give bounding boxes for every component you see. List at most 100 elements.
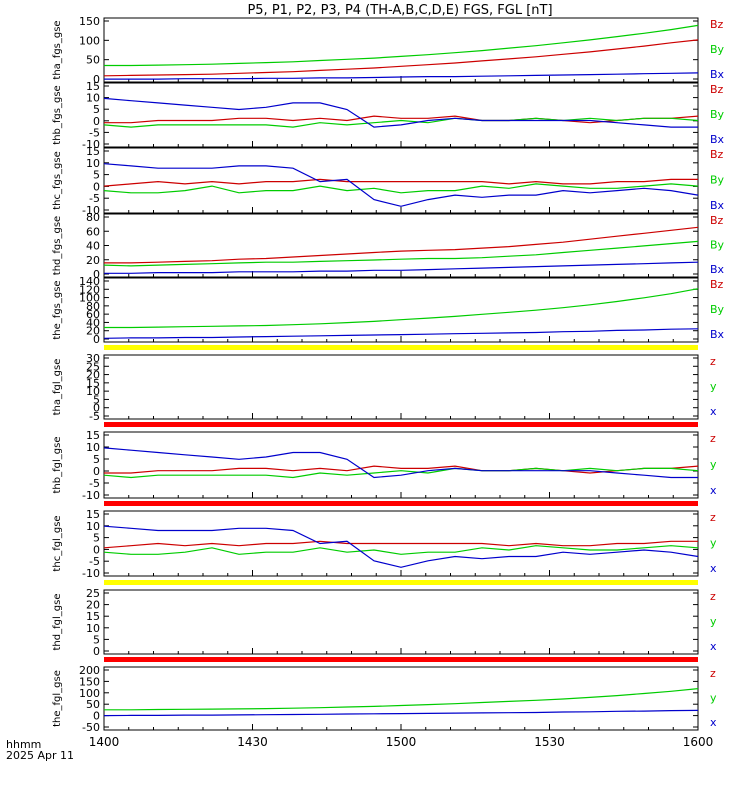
data-availability-bar [104,501,698,506]
ytick-label: 50 [86,698,100,711]
panel-tha_fgs_gse: tha_fgs_gse 150 100 50 0 Bz By Bx [52,15,725,86]
data-availability-bar [104,580,698,585]
ytick-label: 20 [86,599,100,612]
legend-label-z: z [710,511,716,524]
series-line-Bz [103,178,698,187]
ytick-label: 0 [93,268,100,281]
ytick-label: 60 [86,225,100,238]
ytick-label: 20 [86,369,100,382]
legend-label-By: By [710,43,725,56]
ytick-label: 0 [93,710,100,723]
legend-label-Bz: Bz [710,83,724,96]
legend-label-By: By [710,108,725,121]
legend-label-Bx: Bx [710,133,725,146]
ytick-label: -5 [89,410,100,423]
series-line-Bz [104,226,699,264]
panel-frame [103,147,699,214]
ylabel-thb_fgs_gse: thb_fgs_gse [52,85,63,144]
legend-label-z: z [710,667,716,680]
ytick-label: 5 [93,169,100,182]
legend-label-x: x [710,484,717,497]
legend-label-By: By [710,174,725,187]
legend-label-y: y [710,458,717,471]
series-line-Bx [104,72,699,80]
ytick-label: 25 [86,360,100,373]
series-line-z [104,465,699,474]
ytick-label: 10 [86,441,100,454]
ylabel-the_fgl_gse: the_fgl_gse [52,670,63,727]
series-line-y [103,467,699,479]
ytick-label: 140 [79,275,100,288]
data-availability-bar [104,422,698,427]
ytick-label: 0 [93,543,100,556]
xtick-label: 1430 [237,735,268,749]
legend-label-z: z [710,355,716,368]
ytick-label: 15 [86,508,100,521]
ylabel-thc_fgs_gse: thc_fgs_gse [52,151,63,210]
ytick-label: 25 [86,587,100,600]
series-line-x [103,447,698,479]
ytick-label: 20 [86,254,100,267]
data-availability-bar [104,345,698,350]
panel-frame [103,666,699,731]
ytick-label: 10 [86,385,100,398]
legend-label-Bz: Bz [710,148,724,161]
legend-label-By: By [710,239,725,252]
legend-label-x: x [710,562,717,575]
ytick-label: 15 [86,429,100,442]
ytick-label: -5 [89,555,100,568]
legend-label-y: y [710,692,717,705]
ytick-label: 0 [93,402,100,415]
legend-label-Bz: Bz [710,214,724,227]
series-line-Bx [103,97,698,128]
ytick-label: 200 [79,664,100,677]
ytick-label: -10 [82,567,100,580]
legend-label-x: x [710,640,717,653]
ytick-label: 5 [93,103,100,116]
xaxis-label-date: 2025 Apr 11 [6,749,74,762]
panel-frame [103,431,699,499]
ytick-label: -10 [82,138,100,151]
ytick-label: 10 [86,157,100,170]
ytick-label: 5 [93,393,100,406]
ytick-label: 15 [86,377,100,390]
ytick-label: 10 [86,622,100,635]
ylabel-thb_fgl_gse: thb_fgl_gse [52,437,63,494]
series-line-By [103,240,699,267]
legend-label-Bx: Bx [710,328,725,341]
panel-frame [103,354,699,420]
series-line-y [104,688,699,711]
xtick-label: 1600 [683,735,714,749]
ytick-label: 10 [86,92,100,105]
ytick-label: 40 [86,316,100,329]
ytick-label: 15 [86,145,100,158]
legend-label-x: x [710,716,717,729]
series-line-Bz [104,115,699,124]
ytick-label: 150 [79,675,100,688]
series-line-x [103,709,699,717]
series-line-By [103,117,699,128]
series-line-By [104,288,699,329]
ytick-label: 0 [93,180,100,193]
ytick-label: 15 [86,610,100,623]
ytick-label: 0 [93,333,100,346]
ylabel-tha_fgl_gse: tha_fgl_gse [52,359,63,416]
ytick-label: -5 [89,477,100,490]
panel-frame [103,213,699,278]
panel-frame [103,82,699,148]
ylabel-the_fgs_gse: the_fgs_gse [52,280,63,339]
ytick-label: 100 [79,687,100,700]
series-line-Bx [104,261,699,274]
ytick-label: -5 [89,126,100,139]
ytick-label: 30 [86,352,100,365]
series-line-z [103,540,698,549]
ytick-label: 80 [86,211,100,224]
ytick-label: 80 [86,300,100,313]
